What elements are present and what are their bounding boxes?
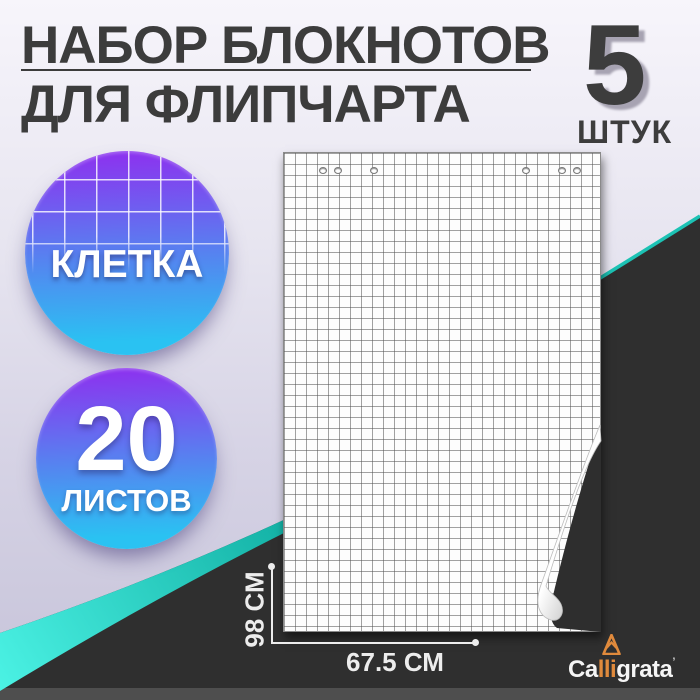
badge-sheets-number: 20 [75, 388, 178, 491]
dimension-line-vertical [271, 566, 273, 644]
page-title-line1: НАБОР БЛОКНОТОВ [21, 16, 551, 75]
pencil-icon [602, 634, 621, 655]
brand-text-mid: lli [597, 656, 617, 683]
pad-hole [522, 167, 530, 174]
brand-text: Calligrata’ [568, 656, 675, 684]
count-label: ШТУК [577, 114, 673, 150]
dimension-line-horizontal [271, 642, 477, 644]
dimension-dot [268, 563, 275, 570]
badge-sheets-label: ЛИСТОВ [61, 482, 192, 518]
pad-hole [319, 167, 327, 174]
height-dimension-label: 98 СМ [239, 571, 270, 648]
page-title-line2: ДЛЯ ФЛИПЧАРТА [21, 75, 471, 134]
pad-hole [370, 167, 378, 174]
grid-pattern-icon [25, 151, 229, 355]
pad-hole [334, 167, 342, 174]
brand-logo: Calligrata’ [566, 632, 700, 692]
dimension-dot [472, 639, 479, 646]
pad-hole [573, 167, 581, 174]
count-number: 5 [583, 2, 647, 129]
pad-hole [558, 167, 566, 174]
brand-trademark: ’ [672, 656, 675, 668]
title-underline [21, 69, 531, 71]
width-dimension-label: 67.5 СМ [346, 647, 444, 677]
badge-grid-circle: КЛЕТКА [25, 151, 229, 355]
badge-grid-label: КЛЕТКА [50, 243, 204, 286]
brand-text-suffix: grata [616, 656, 673, 683]
badge-sheets-circle: 20 ЛИСТОВ [36, 368, 217, 549]
flipchart-pad [283, 152, 601, 632]
brand-text-prefix: Ca [568, 656, 598, 683]
